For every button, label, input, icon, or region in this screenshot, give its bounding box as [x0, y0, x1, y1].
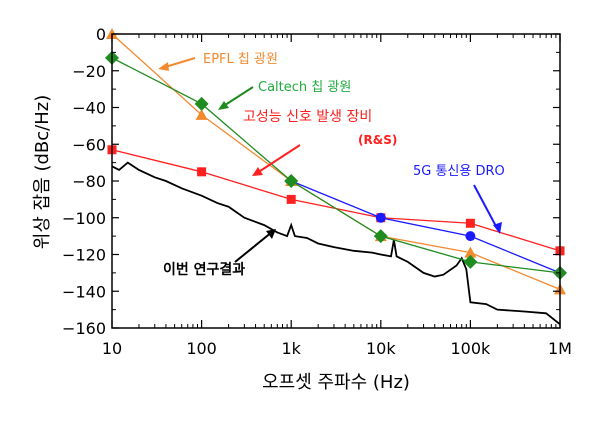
arrowhead-dro	[493, 222, 502, 234]
arrowhead-caltech	[218, 101, 229, 110]
series-line-3	[290, 180, 561, 274]
series-line-4	[111, 161, 561, 326]
plot-frame	[111, 33, 561, 329]
annotation-this-work: 이번 연구결과	[163, 261, 245, 278]
x-tick-label: 10k	[366, 339, 396, 358]
y-tick-label: −60	[72, 135, 106, 154]
data-point-diamond	[194, 96, 209, 111]
y-tick-label: 0	[96, 25, 106, 44]
y-tick-label: −120	[62, 246, 106, 265]
arrow-rs	[256, 144, 301, 174]
data-point-circle	[465, 231, 476, 242]
series-line-1	[111, 57, 561, 274]
y-tick-label: −20	[72, 62, 106, 81]
y-tick-label: −160	[62, 319, 106, 338]
annotation-rs: 고성능 신호 발생 장비	[243, 109, 372, 125]
data-point-square	[465, 218, 475, 228]
data-point-diamond	[373, 229, 388, 244]
x-tick-label: 100	[186, 339, 217, 358]
arrowhead-rs	[252, 167, 263, 176]
data-point-square	[197, 167, 207, 177]
annotation-epfl: EPFL 칩 광원	[203, 52, 278, 67]
data-point-diamond	[284, 174, 299, 188]
data-point-circle	[375, 212, 386, 223]
annotation-caltech: Caltech 칩 광원	[258, 80, 351, 95]
arrowhead-epfl	[158, 62, 169, 71]
y-tick-label: −80	[72, 172, 106, 191]
data-point-triangle	[195, 108, 208, 120]
series-line-0	[111, 33, 561, 291]
y-tick-label: −100	[62, 209, 106, 228]
arrowhead-this-work	[266, 229, 276, 239]
arrow-caltech	[221, 86, 254, 108]
arrow-this-work	[234, 231, 273, 263]
x-tick-label: 1M	[548, 339, 572, 358]
x-tick-label: 100k	[450, 339, 491, 358]
data-point-square	[286, 194, 296, 204]
x-tick-label: 10	[102, 339, 122, 358]
y-tick-label: −40	[72, 99, 106, 118]
y-axis-label: 위상 잡음 (dBc/Hz)	[32, 95, 53, 249]
data-point-diamond	[463, 254, 478, 269]
y-tick-label: −140	[62, 282, 106, 301]
data-point-triangle	[464, 246, 477, 258]
x-tick-label: 1k	[281, 339, 301, 358]
arrow-dro	[473, 184, 499, 231]
annotation-rs-sub: (R&S)	[358, 133, 397, 147]
annotation-dro: 5G 통신용 DRO	[413, 164, 505, 179]
x-axis-label: 오프셋 주파수 (Hz)	[262, 372, 410, 393]
